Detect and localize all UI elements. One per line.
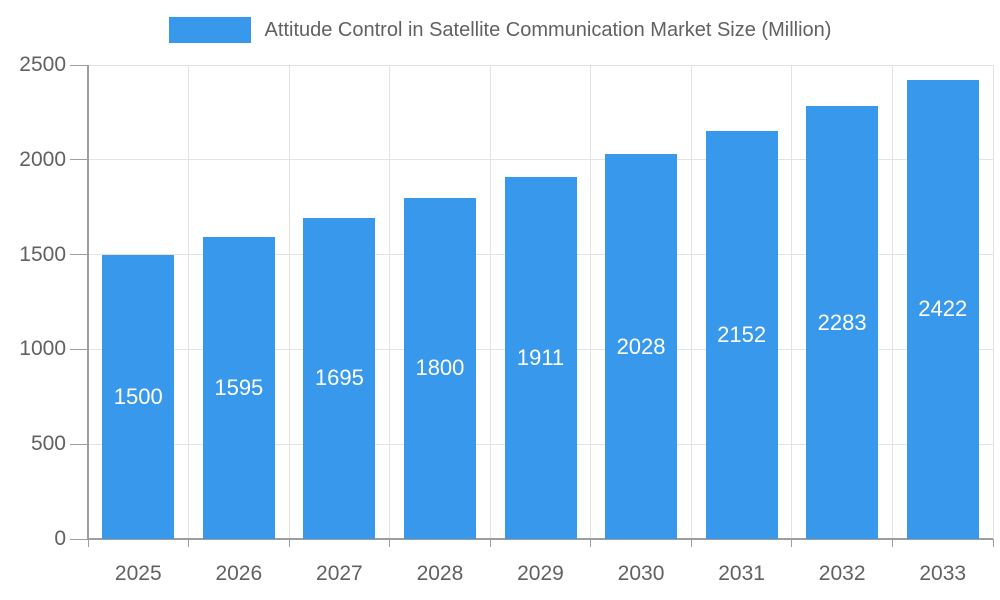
x-tick-label: 2027 <box>316 562 363 585</box>
y-tick <box>70 538 88 540</box>
x-gridline <box>891 65 893 539</box>
x-gridline <box>791 65 793 539</box>
x-tick <box>389 539 391 547</box>
bar-value-label: 2028 <box>616 333 666 359</box>
y-tick-label: 2500 <box>19 53 66 76</box>
bar <box>605 154 678 539</box>
bar <box>906 79 979 539</box>
x-tick <box>489 539 491 547</box>
y-tick <box>70 64 88 66</box>
x-tick-label: 2033 <box>919 562 967 585</box>
x-tick <box>188 539 190 547</box>
y-tick-label: 0 <box>54 527 66 550</box>
x-gridline <box>590 65 592 539</box>
y-tick-label: 1500 <box>19 242 66 266</box>
bar-value-label: 2422 <box>918 296 968 322</box>
x-tick <box>87 539 89 547</box>
x-tick-label: 2028 <box>416 562 464 585</box>
y-tick-label: 500 <box>30 432 66 456</box>
x-tick-label: 2025 <box>114 562 162 585</box>
bar-value-label: 1595 <box>214 374 264 400</box>
y-gridline <box>88 64 993 66</box>
bar <box>705 130 778 539</box>
bar-value-label: 2283 <box>817 309 867 335</box>
x-gridline <box>288 65 290 539</box>
y-tick <box>70 254 88 256</box>
x-tick <box>690 539 692 547</box>
x-tick <box>891 539 893 547</box>
x-tick <box>992 539 994 547</box>
bar <box>202 236 275 539</box>
y-axis-line <box>87 65 89 539</box>
bar-value-label: 1500 <box>113 383 163 409</box>
x-tick-label: 2029 <box>517 562 564 585</box>
bar <box>806 106 879 539</box>
bar-value-label: 1695 <box>314 365 364 391</box>
legend-swatch <box>168 17 251 43</box>
y-tick-label: 2000 <box>19 147 66 171</box>
bar <box>403 197 476 539</box>
x-tick-label: 2030 <box>617 562 665 585</box>
x-gridline <box>489 65 491 539</box>
bar-value-label: 1911 <box>516 344 565 370</box>
bar <box>504 176 577 539</box>
legend-label: Attitude Control in Satellite Communicat… <box>264 18 832 41</box>
x-gridline <box>992 65 994 539</box>
y-tick <box>70 443 88 445</box>
legend: Attitude Control in Satellite Communicat… <box>0 17 1000 43</box>
bar <box>303 217 376 539</box>
bar-value-label: 1800 <box>415 355 465 381</box>
x-tick-label: 2026 <box>215 562 263 585</box>
y-tick-label: 1000 <box>19 337 66 361</box>
x-gridline <box>690 65 692 539</box>
y-gridline <box>88 159 993 161</box>
x-tick-label: 2031 <box>718 562 765 585</box>
x-gridline <box>188 65 190 539</box>
x-tick-label: 2032 <box>818 562 866 585</box>
bar-value-label: 2152 <box>717 321 767 347</box>
x-tick <box>590 539 592 547</box>
x-tick <box>791 539 793 547</box>
y-tick <box>70 348 88 350</box>
x-tick <box>288 539 290 547</box>
x-axis-line <box>88 538 993 540</box>
x-gridline <box>389 65 391 539</box>
bar <box>102 254 175 539</box>
y-tick <box>70 159 88 161</box>
